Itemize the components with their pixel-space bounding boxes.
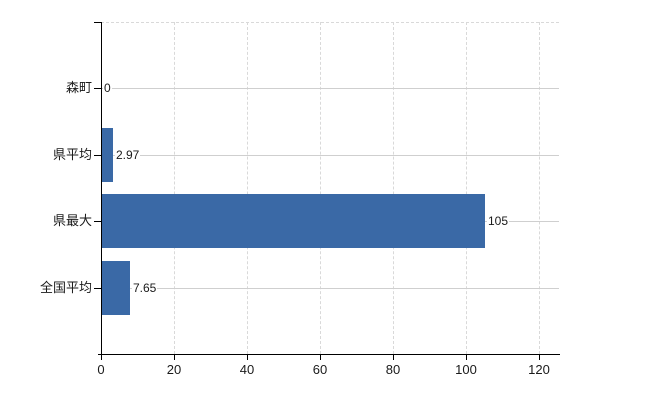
vertical-gridline — [320, 22, 321, 354]
y-axis-tick — [94, 155, 101, 156]
y-axis-tick — [94, 22, 101, 23]
horizontal-gridline — [101, 155, 559, 156]
value-label: 2.97 — [115, 147, 141, 163]
x-tick-label: 0 — [97, 362, 105, 377]
x-tick-label: 80 — [385, 362, 401, 377]
category-label: 県最大 — [52, 213, 92, 228]
y-axis-tick — [94, 288, 101, 289]
value-label: 105 — [487, 213, 510, 229]
category-label: 全国平均 — [39, 280, 92, 295]
x-axis-tick — [393, 354, 394, 360]
x-axis-tick — [466, 354, 467, 360]
x-tick-label: 20 — [166, 362, 182, 377]
x-tick-label: 100 — [455, 362, 477, 377]
x-axis-tick — [539, 354, 540, 360]
y-axis-line — [101, 22, 102, 355]
vertical-gridline — [466, 22, 467, 354]
vertical-gridline — [539, 22, 540, 354]
x-axis-line — [98, 354, 560, 355]
value-label: 7.65 — [132, 280, 158, 296]
vertical-gridline — [174, 22, 175, 354]
bar — [102, 194, 485, 248]
x-axis-tick — [247, 354, 248, 360]
x-axis-tick — [320, 354, 321, 360]
value-label: 0 — [103, 80, 112, 96]
y-axis-tick — [94, 221, 101, 222]
vertical-gridline — [393, 22, 394, 354]
category-label: 県平均 — [52, 147, 92, 162]
x-axis-tick — [174, 354, 175, 360]
x-tick-label: 60 — [312, 362, 328, 377]
x-tick-label: 40 — [239, 362, 255, 377]
plot-top-gridline — [101, 22, 559, 23]
bar — [102, 128, 113, 182]
y-axis-tick — [94, 88, 101, 89]
horizontal-gridline — [101, 88, 559, 89]
bar — [102, 261, 130, 315]
vertical-gridline — [247, 22, 248, 354]
x-axis-tick — [101, 354, 102, 360]
category-label: 森町 — [65, 80, 92, 95]
x-tick-label: 120 — [528, 362, 550, 377]
horizontal-gridline — [101, 288, 559, 289]
